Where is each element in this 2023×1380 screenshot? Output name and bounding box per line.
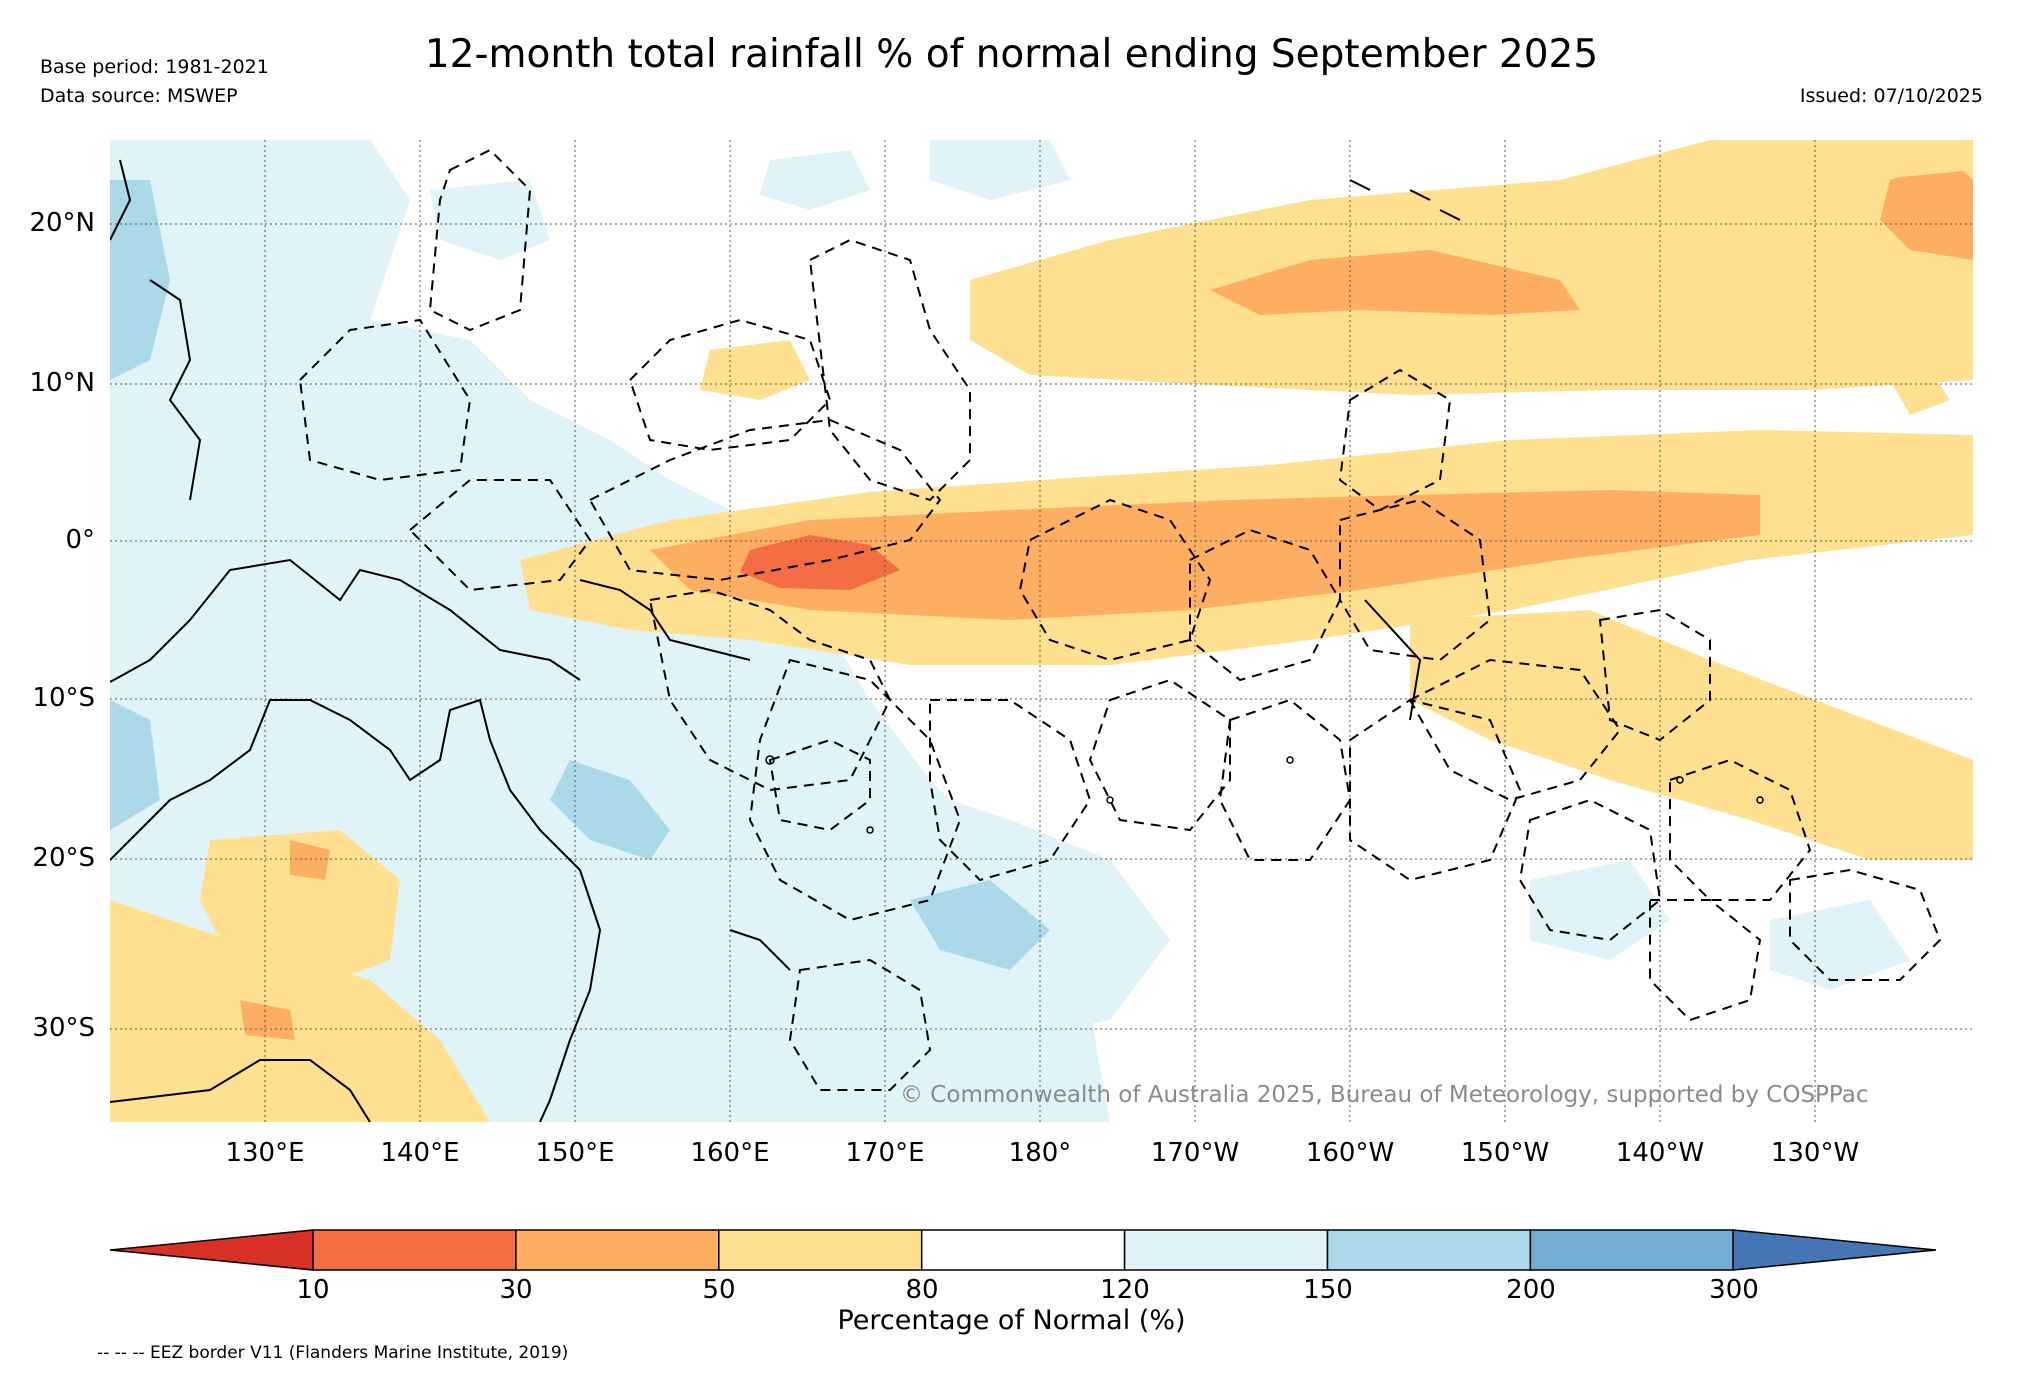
lat-label-10s: 10°S [32, 683, 95, 713]
colorbar-tick-200: 200 [1506, 1275, 1556, 1305]
lon-label-130e: 130°E [225, 1138, 305, 1168]
rainfall-map [110, 140, 1973, 1122]
base-period-text: Base period: 1981-2021 [40, 56, 269, 78]
colorbar-tick-30: 30 [499, 1275, 533, 1305]
lon-label-150e: 150°E [535, 1138, 615, 1168]
lon-label-180: 180° [1008, 1138, 1072, 1168]
rainfall-anomaly-fills [110, 140, 1973, 1122]
lat-label-0: 0° [65, 525, 95, 555]
colorbar-segment [1326, 1229, 1532, 1271]
eez-border-note: -- -- -- EEZ border V11 (Flanders Marine… [97, 1343, 569, 1363]
lon-label-150w: 150°W [1460, 1138, 1550, 1168]
lon-label-160e: 160°E [690, 1138, 770, 1168]
colorbar-tick-120: 120 [1100, 1275, 1150, 1305]
issued-date: Issued: 07/10/2025 [1799, 85, 1983, 107]
lat-label-20n: 20°N [29, 208, 95, 238]
coastlines [110, 159, 1461, 1122]
lon-label-160w: 160°W [1305, 1138, 1395, 1168]
lon-label-130w: 130°W [1770, 1138, 1860, 1168]
colorbar-label: Percentage of Normal (%) [837, 1305, 1186, 1336]
colorbar [110, 1229, 1937, 1271]
colorbar-extend-high [1732, 1229, 1937, 1271]
colorbar-tick-10: 10 [296, 1275, 330, 1305]
colorbar-tick-80: 80 [905, 1275, 939, 1305]
colorbar-extend-low [110, 1229, 314, 1271]
map-title: 12-month total rainfall % of normal endi… [424, 32, 1599, 77]
colorbar-segment [920, 1229, 1126, 1271]
lon-label-140w: 140°W [1615, 1138, 1705, 1168]
copyright-notice: © Commonwealth of Australia 2025, Bureau… [900, 1082, 1869, 1108]
lon-label-140e: 140°E [380, 1138, 460, 1168]
lat-label-30s: 30°S [32, 1013, 95, 1043]
eez-borders [298, 148, 1942, 1091]
colorbar-tick-300: 300 [1709, 1275, 1759, 1305]
lon-label-170w: 170°W [1150, 1138, 1240, 1168]
islands [765, 755, 1764, 834]
colorbar-segment [1123, 1229, 1329, 1271]
colorbar-segment [312, 1229, 517, 1271]
lat-label-20s: 20°S [32, 843, 95, 873]
colorbar-segment [718, 1229, 923, 1271]
colorbar-tick-50: 50 [702, 1275, 736, 1305]
colorbar-segment [1529, 1229, 1735, 1271]
colorbar-segment [515, 1229, 720, 1271]
graticule [110, 140, 1973, 1122]
colorbar-segments [312, 1229, 1735, 1271]
lon-label-170e: 170°E [845, 1138, 925, 1168]
lat-label-10n: 10°N [29, 368, 95, 398]
data-source-text: Data source: MSWEP [40, 85, 238, 107]
colorbar-tick-150: 150 [1303, 1275, 1353, 1305]
